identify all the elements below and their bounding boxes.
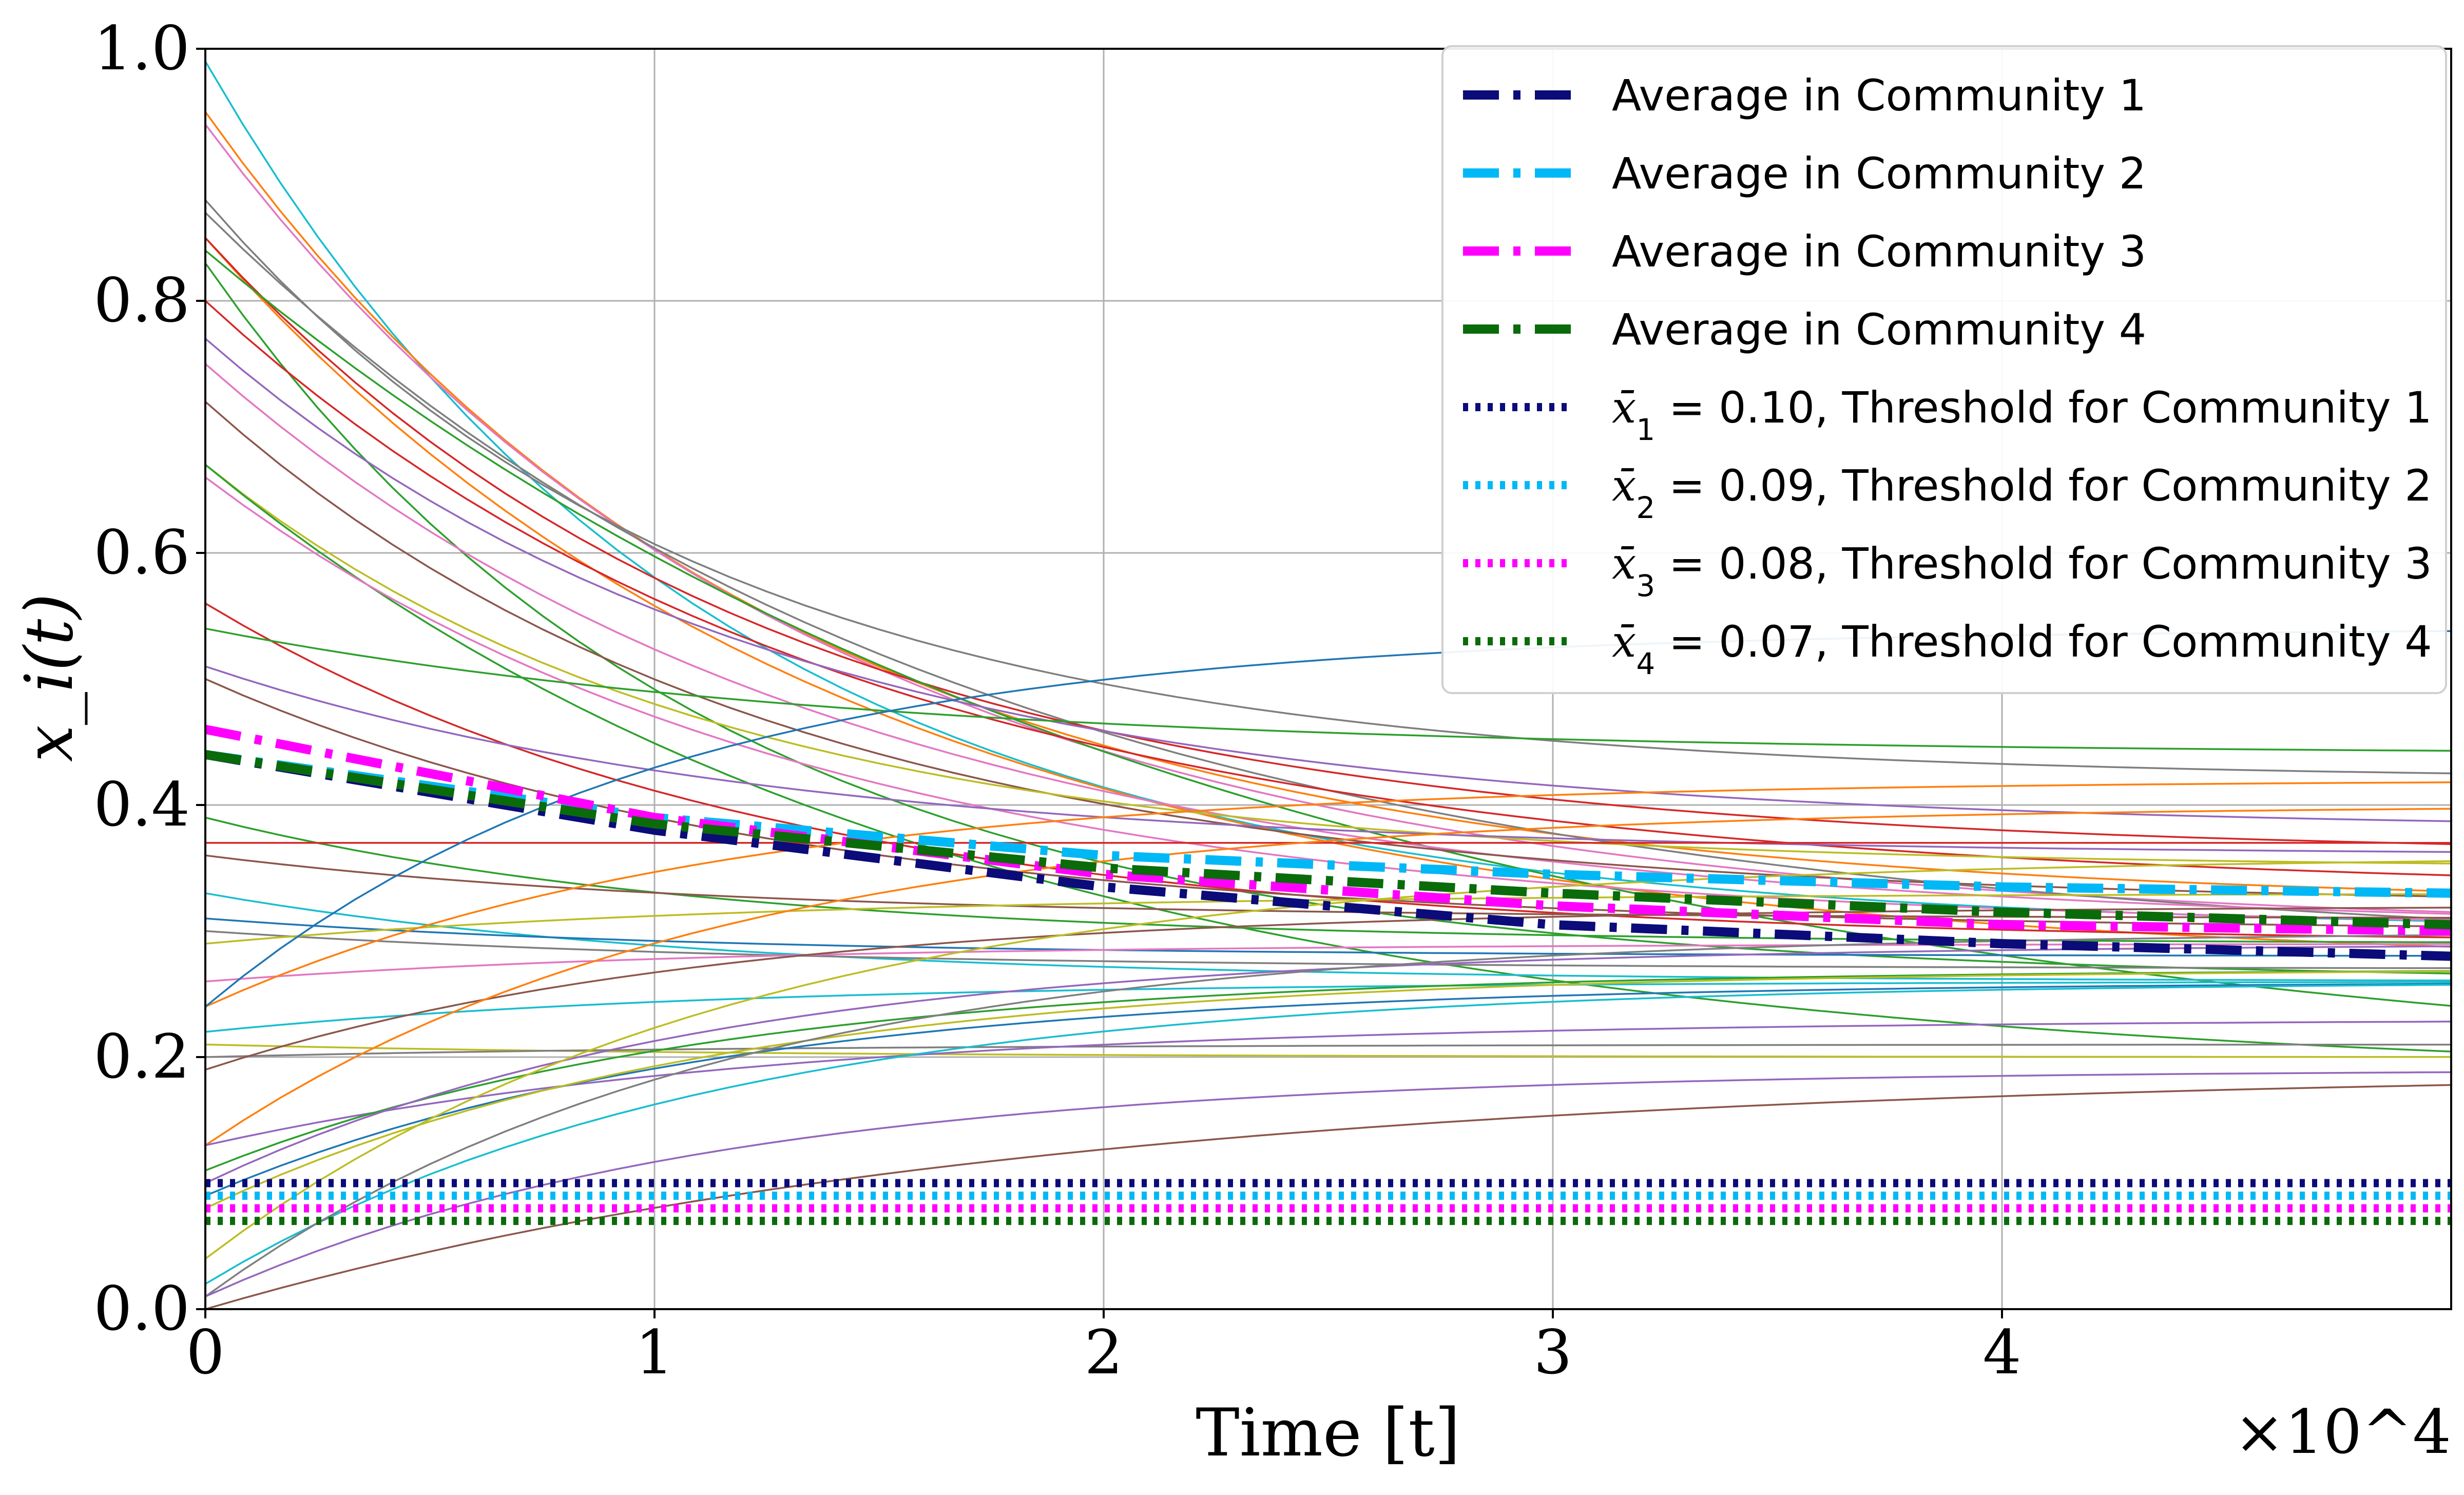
threshold-value: = 0.09, Threshold for Community 2 [1655,461,2432,511]
threshold-index: 1 [1636,412,1655,447]
trajectory-line [205,970,2452,1210]
x-axis-multiplier: ×10^4 [2234,1396,2451,1467]
trajectory-line [204,300,2452,876]
threshold-symbol: x̄ [1612,461,1636,511]
average-series-line [204,750,2452,930]
threshold-index: 3 [1636,568,1655,603]
trajectory-line [205,892,2452,982]
y-tick-label: 1.0 [93,13,190,84]
trajectory-line [204,934,2452,1297]
trajectory-line [205,781,2452,1008]
trajectory-line [205,816,2452,944]
average-series-line [204,750,2452,961]
trajectory-line [205,1021,2452,1146]
trajectory-line [204,363,2452,915]
average-series-line [204,724,2452,936]
threshold-index: 4 [1636,646,1655,681]
y-axis-title: x_i(t) [11,593,88,762]
threshold-symbol: x̄ [1612,617,1636,667]
trajectory-line [205,808,2452,1146]
legend-label: Average in Community 2 [1612,148,2146,199]
x-tick-label: 2 [1084,1317,1123,1388]
legend-label: Average in Community 4 [1612,304,2146,355]
trajectory-line [204,464,2452,865]
axis-ticks: 0 1 2 3 4 0.0 0.2 0.4 0.6 0.8 1.0 [93,13,2021,1388]
y-tick-label: 0.0 [93,1273,190,1344]
trajectory-line [205,1071,2452,1298]
threshold-value: = 0.07, Threshold for Community 4 [1655,617,2432,667]
x-tick-label: 4 [1982,1317,2021,1388]
x-axis-label-text: Time [t] [1196,1395,1460,1471]
x-tick-label: 3 [1533,1317,1572,1388]
trajectory-line [204,464,2452,1052]
x-tick-label: 1 [635,1317,673,1388]
threshold-lines [205,1179,2451,1225]
legend-box [1441,45,2447,694]
threshold-index: 2 [1636,490,1655,525]
threshold-symbol: x̄ [1612,382,1636,433]
trajectory-line [204,111,2452,892]
trajectory-line [205,1043,2451,1058]
legend: Average in Community 1 Average in Communi… [1441,45,2447,694]
legend-label: x̄3 = 0.08, Threshold for Community 3 [1612,539,2432,603]
plot-frame [204,48,2452,1310]
trajectory-line [205,917,2452,957]
trajectory-line [204,237,2452,845]
threshold-symbol: x̄ [1612,539,1636,589]
trajectory-line [205,665,2452,853]
legend-label: x̄1 = 0.10, Threshold for Community 1 [1612,382,2432,447]
y-tick-label: 0.4 [93,769,190,840]
legend-label: x̄4 = 0.07, Threshold for Community 4 [1612,617,2432,681]
trajectory-line [205,627,2452,752]
y-tick-label: 0.2 [93,1021,190,1092]
community-averages [204,724,2452,961]
legend-items: Average in Community 1 Average in Communi… [1463,70,2432,681]
trajectory-line [205,981,2452,1033]
threshold-value: = 0.10, Threshold for Community 1 [1655,382,2432,433]
trajectory-line [205,984,2452,1285]
legend-label: Average in Community 3 [1612,226,2146,277]
legend-label: x̄2 = 0.09, Threshold for Community 2 [1612,461,2432,525]
legend-label: Average in Community 1 [1612,70,2146,121]
trajectory-line [205,930,2452,969]
y-tick-label: 0.8 [93,265,190,336]
x-axis-title: Time [t] [1196,1395,1460,1471]
y-tick-label: 0.6 [93,517,190,588]
x-tick-label: 0 [186,1317,224,1388]
trajectory-line [205,893,2452,945]
threshold-value: = 0.08, Threshold for Community 3 [1655,539,2432,589]
